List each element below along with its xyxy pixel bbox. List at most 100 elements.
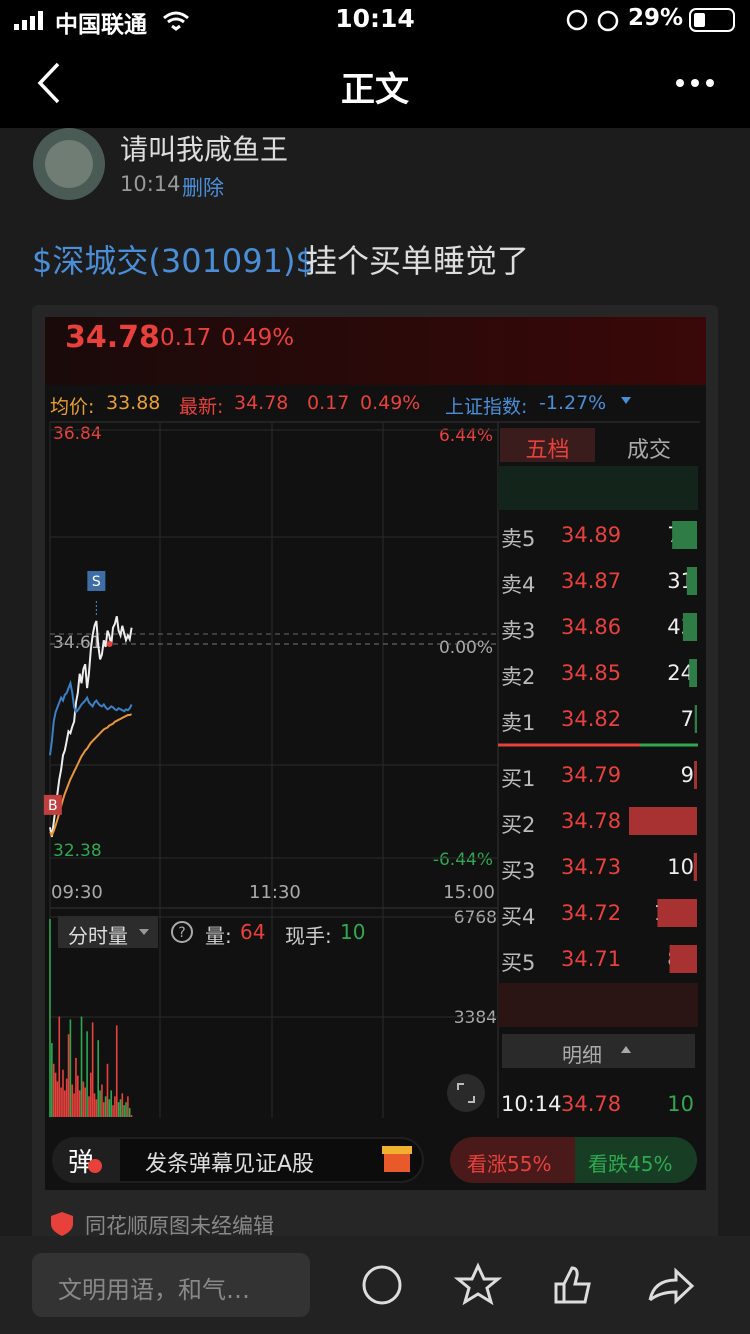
order-label: 卖4 <box>501 573 536 597</box>
bull-label[interactable]: 看涨55% <box>467 1152 552 1176</box>
order-label: 卖2 <box>501 665 536 689</box>
hand-value: 10 <box>340 920 366 944</box>
pct-label: 6.44% <box>438 426 493 446</box>
alarm-icon <box>597 10 619 32</box>
volume-tick-label: 3384 <box>453 1008 497 1028</box>
carrier: 中国联通 <box>55 12 147 38</box>
sell-marker-label: S <box>92 574 101 590</box>
order-volume: 10 <box>667 855 694 879</box>
info-latest-pct: 0.49% <box>360 392 421 414</box>
sell-marker <box>87 570 106 591</box>
volume-bar <box>62 1069 64 1117</box>
price-line <box>49 679 133 756</box>
delete-link[interactable]: 删除 <box>182 176 224 200</box>
volume-bar <box>114 1096 116 1117</box>
avatar-inner <box>45 140 93 188</box>
stock-link[interactable]: $深城交(301091)$ <box>32 242 316 280</box>
detail-arrow <box>621 1046 631 1053</box>
lock-icon <box>566 9 588 31</box>
order-price: 34.86 <box>561 615 622 639</box>
order-label: 卖1 <box>501 711 536 735</box>
volume-selector-bg[interactable] <box>58 916 158 948</box>
signal-icon <box>14 11 43 30</box>
quote-change: 0.17 <box>160 325 212 351</box>
danmu-text[interactable]: 发条弹幕见证A股 <box>145 1152 315 1177</box>
volume-bar <box>65 1078 68 1117</box>
volume-value: 64 <box>240 920 266 944</box>
order-price: 34.87 <box>561 569 622 593</box>
order-bar <box>669 945 697 973</box>
order-bar <box>694 705 697 733</box>
help-icon[interactable] <box>171 921 193 943</box>
time-label: 15:00 <box>443 882 495 903</box>
author-name[interactable]: 请叫我咸鱼王 <box>120 133 289 166</box>
share-icon[interactable] <box>648 1267 695 1305</box>
danmu-badge <box>88 1159 102 1173</box>
order-price: 34.79 <box>561 763 622 787</box>
volume-bar <box>77 1075 79 1117</box>
more-button[interactable] <box>676 79 714 87</box>
big-order-bg <box>498 983 698 1027</box>
info-index: -1.27% <box>539 392 607 414</box>
volume-bar <box>60 1087 62 1117</box>
bear-label[interactable]: 看跌45% <box>588 1152 673 1176</box>
volume-bar <box>117 1102 120 1117</box>
volume-bar <box>78 1090 81 1117</box>
quote-bg <box>45 317 706 385</box>
wifi-icon <box>163 11 189 31</box>
price-line <box>49 713 133 838</box>
trade-price: 34.78 <box>561 1092 622 1116</box>
y-tick-label: 36.84 <box>53 424 102 444</box>
index-dropdown[interactable] <box>621 397 631 404</box>
bear-button[interactable] <box>575 1137 697 1183</box>
bull-button[interactable] <box>450 1137 575 1183</box>
danmu-input[interactable] <box>120 1139 422 1181</box>
volume-bar <box>73 1093 75 1117</box>
like-icon[interactable] <box>554 1266 591 1304</box>
volume-bar <box>56 1081 59 1117</box>
comment-input[interactable] <box>32 1253 310 1317</box>
volume-bar <box>119 1099 122 1117</box>
volume-bar <box>125 1102 127 1117</box>
volume-bar <box>130 1115 133 1117</box>
hand-label: 现手: <box>285 924 332 948</box>
volume-bar <box>84 1087 87 1117</box>
tab-five[interactable]: 五档 <box>525 438 570 463</box>
v-grid <box>49 422 384 1118</box>
volume-bar <box>67 1034 70 1117</box>
gift-icon[interactable] <box>384 1152 410 1172</box>
selector-arrow <box>139 929 149 935</box>
detail-tab[interactable]: 明细 <box>562 1043 602 1067</box>
volume-bar <box>97 1040 100 1117</box>
volume-bar <box>58 1016 61 1117</box>
volume-bar <box>121 1093 124 1117</box>
battery-level <box>694 13 705 27</box>
order-label: 买3 <box>501 859 536 883</box>
volume-bar <box>104 1096 107 1117</box>
volume-selector[interactable]: 分时量 <box>68 924 128 948</box>
volume-bar <box>99 1090 101 1117</box>
comment-icon[interactable] <box>362 1265 402 1305</box>
help-mark: ? <box>178 925 185 941</box>
order-bar <box>694 761 697 789</box>
pct-label: -6.44% <box>432 850 493 870</box>
volume-bar <box>101 1084 103 1117</box>
tab-active-bg <box>500 428 595 462</box>
volume-bar <box>106 1063 109 1117</box>
fullscreen-button[interactable] <box>447 1074 485 1112</box>
tab-trades[interactable]: 成交 <box>627 438 672 463</box>
back-button[interactable] <box>37 62 60 104</box>
volume-bar <box>127 1096 129 1117</box>
volume-bar <box>54 1072 57 1117</box>
volume-bar <box>51 1043 53 1117</box>
favorite-icon[interactable] <box>453 1262 503 1306</box>
order-label: 买2 <box>501 813 536 837</box>
volume-bar <box>52 1063 55 1117</box>
detail-bg[interactable] <box>502 1034 695 1068</box>
header-bg <box>0 0 750 128</box>
volume-bar <box>128 1108 131 1117</box>
order-bar <box>657 899 697 927</box>
comment-placeholder[interactable]: 文明用语，和气… <box>58 1276 250 1304</box>
